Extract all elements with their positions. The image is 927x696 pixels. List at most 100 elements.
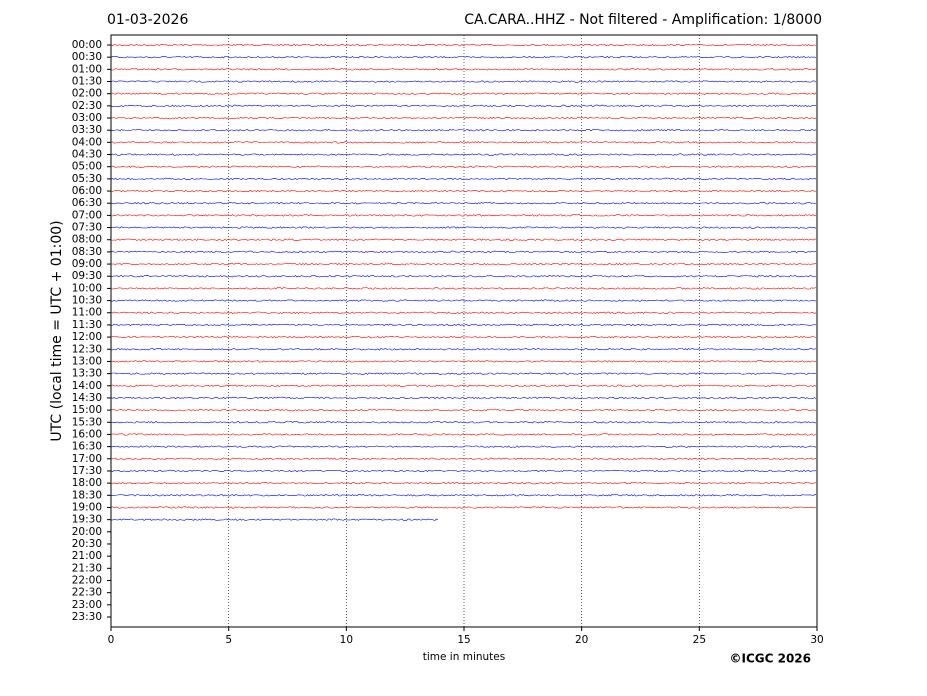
y-tick-label: 12:00 bbox=[72, 331, 102, 343]
x-axis-label: time in minutes bbox=[423, 651, 505, 663]
trace bbox=[110, 396, 817, 400]
trace bbox=[110, 323, 817, 327]
y-tick-label: 15:00 bbox=[72, 404, 102, 416]
credit: ©ICGC 2026 bbox=[729, 652, 811, 666]
trace bbox=[110, 433, 817, 436]
y-tick-label: 21:00 bbox=[72, 550, 102, 562]
y-tick-label: 02:30 bbox=[72, 100, 102, 112]
y-tick-label: 00:30 bbox=[72, 51, 102, 63]
trace bbox=[110, 238, 817, 241]
trace bbox=[110, 372, 817, 375]
y-tick-label: 17:30 bbox=[72, 465, 102, 477]
trace bbox=[110, 421, 817, 424]
y-tick-label: 11:30 bbox=[72, 319, 102, 331]
x-tick-label: 15 bbox=[457, 634, 470, 646]
trace bbox=[110, 189, 816, 193]
y-tick-label: 03:00 bbox=[72, 112, 102, 124]
trace bbox=[110, 445, 817, 448]
trace bbox=[110, 104, 816, 108]
x-tick-label: 0 bbox=[108, 634, 115, 646]
x-tick-label: 10 bbox=[340, 634, 353, 646]
y-tick-label: 17:00 bbox=[72, 453, 102, 465]
y-tick-label: 02:00 bbox=[72, 88, 102, 100]
y-tick-label: 04:00 bbox=[72, 136, 102, 148]
y-tick-label: 08:30 bbox=[72, 246, 102, 258]
trace bbox=[110, 226, 817, 229]
y-tick-label: 03:30 bbox=[72, 124, 102, 136]
y-tick-label: 01:30 bbox=[72, 76, 102, 88]
trace bbox=[110, 177, 817, 181]
trace bbox=[110, 128, 817, 132]
trace bbox=[110, 141, 817, 144]
y-tick-label: 14:30 bbox=[72, 392, 102, 404]
y-tick-label: 07:30 bbox=[72, 222, 102, 234]
trace bbox=[110, 275, 817, 278]
trace bbox=[110, 68, 817, 71]
trace bbox=[110, 335, 817, 339]
trace bbox=[110, 299, 817, 302]
trace bbox=[110, 311, 817, 314]
trace bbox=[110, 43, 817, 47]
trace bbox=[110, 153, 817, 156]
y-tick-label: 13:00 bbox=[72, 355, 102, 367]
y-tick-label: 06:30 bbox=[72, 197, 102, 209]
y-tick-label: 18:30 bbox=[72, 489, 102, 501]
trace bbox=[110, 469, 817, 473]
x-tick-label: 20 bbox=[575, 634, 588, 646]
trace bbox=[110, 214, 817, 217]
y-tick-label: 09:30 bbox=[72, 270, 102, 282]
trace bbox=[110, 384, 817, 387]
y-tick-label: 23:30 bbox=[72, 611, 102, 623]
trace bbox=[110, 55, 817, 59]
y-tick-label: 14:00 bbox=[72, 380, 102, 392]
trace bbox=[110, 262, 817, 266]
y-tick-label: 23:00 bbox=[72, 599, 102, 611]
x-tick-label: 25 bbox=[693, 634, 706, 646]
y-tick-label: 00:00 bbox=[72, 39, 102, 51]
y-tick-label: 19:30 bbox=[72, 514, 102, 526]
y-tick-label: 10:00 bbox=[72, 282, 102, 294]
trace bbox=[111, 348, 817, 351]
trace bbox=[110, 165, 817, 168]
y-tick-label: 22:30 bbox=[72, 587, 102, 599]
plot-frame bbox=[110, 34, 818, 628]
y-tick-label: 10:30 bbox=[72, 295, 102, 307]
trace bbox=[110, 116, 817, 120]
y-tick-label: 12:30 bbox=[72, 343, 102, 355]
y-tick-label: 18:00 bbox=[72, 477, 102, 489]
y-tick-label: 15:30 bbox=[72, 416, 102, 428]
y-tick-label: 20:30 bbox=[72, 538, 102, 550]
y-axis-label: UTC (local time = UTC + 01:00) bbox=[49, 220, 65, 441]
y-tick-label: 16:00 bbox=[72, 428, 102, 440]
trace bbox=[110, 80, 817, 83]
x-tick-label: 5 bbox=[225, 634, 232, 646]
y-tick-label: 09:00 bbox=[72, 258, 102, 270]
trace bbox=[110, 201, 817, 205]
y-tick-label: 04:30 bbox=[72, 149, 102, 161]
trace bbox=[110, 481, 817, 485]
trace bbox=[110, 360, 817, 363]
y-tick-label: 16:30 bbox=[72, 441, 102, 453]
y-tick-label: 11:00 bbox=[72, 307, 102, 319]
y-tick-label: 13:30 bbox=[72, 368, 102, 380]
trace bbox=[110, 92, 817, 95]
y-tick-label: 01:00 bbox=[72, 63, 102, 75]
trace bbox=[110, 457, 817, 461]
trace bbox=[110, 518, 439, 521]
y-tick-label: 21:30 bbox=[72, 562, 102, 574]
date-title: 01-03-2026 bbox=[107, 12, 188, 28]
y-tick-label: 07:00 bbox=[72, 209, 102, 221]
y-tick-label: 22:00 bbox=[72, 574, 102, 586]
y-tick-label: 08:00 bbox=[72, 234, 102, 246]
y-tick-label: 20:00 bbox=[72, 526, 102, 538]
trace bbox=[110, 408, 817, 412]
trace bbox=[110, 494, 817, 497]
y-tick-label: 05:00 bbox=[72, 161, 102, 173]
y-tick-label: 19:00 bbox=[72, 501, 102, 513]
trace bbox=[110, 506, 817, 509]
trace bbox=[110, 250, 817, 254]
y-tick-label: 06:00 bbox=[72, 185, 102, 197]
x-tick-label: 30 bbox=[810, 634, 823, 646]
y-tick-label: 05:30 bbox=[72, 173, 102, 185]
